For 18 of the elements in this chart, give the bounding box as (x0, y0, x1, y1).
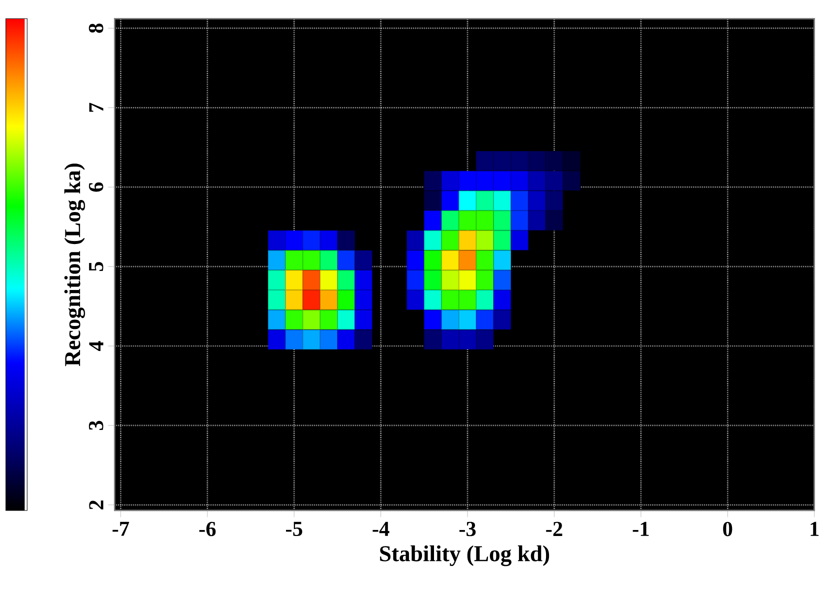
y-tick-label: 6 (88, 182, 104, 192)
x-tick-label: -2 (546, 522, 562, 536)
x-axis-title: Stability (Log kd) (380, 545, 550, 566)
x-tick-label: -1 (632, 522, 649, 536)
y-tick-label: 8 (88, 24, 104, 33)
y-tick-label: 4 (89, 341, 104, 351)
x-tick-label: -3 (459, 522, 476, 536)
y-axis-title: Recognition (Log ka) (64, 164, 86, 366)
y-tick-label: 2 (89, 500, 104, 510)
x-tick-label: -6 (199, 522, 216, 536)
y-tick-label: 5 (89, 262, 104, 271)
x-tick-label: -5 (286, 522, 302, 536)
y-tick-label: 3 (88, 420, 104, 430)
x-tick-label: 1 (810, 522, 819, 536)
y-tick-label: 7 (89, 102, 104, 112)
x-tick-label: 0 (723, 522, 732, 536)
x-tick-label: -7 (112, 522, 130, 536)
x-tick-label: -4 (372, 522, 390, 536)
